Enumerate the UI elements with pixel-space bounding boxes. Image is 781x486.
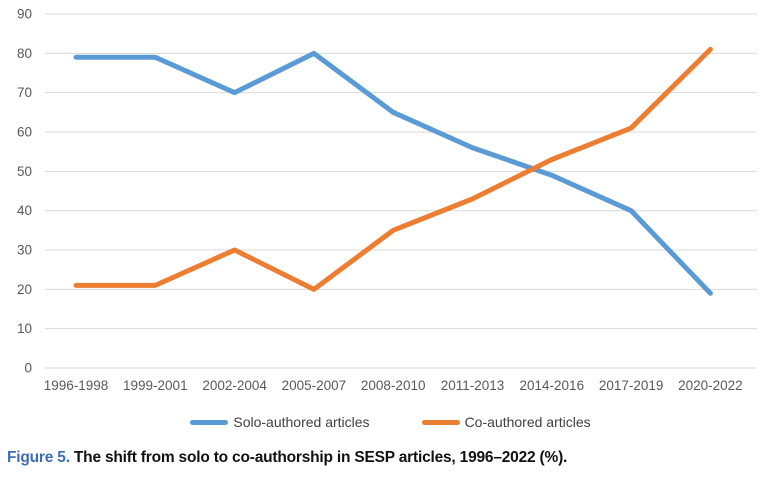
x-tick-label: 2011-2013 [441,378,505,393]
co-authored-line [73,46,713,292]
y-tick-label: 50 [17,164,32,179]
x-tick-label: 1999-2001 [123,378,188,393]
co-line-swatch-icon [421,419,460,425]
y-tick-label: 90 [17,7,32,22]
x-tick-label: 2008-2010 [361,378,426,393]
x-tick-label: 2014-2016 [520,378,585,393]
figure-caption-number: Figure 5. [7,449,70,466]
y-tick-label: 70 [17,85,32,100]
chart-legend: Solo-authored articles Co-authored artic… [0,414,781,430]
x-tick-label: 2002-2004 [202,378,267,393]
legend-item-solo: Solo-authored articles [190,414,370,430]
figure-caption: Figure 5. The shift from solo to co-auth… [7,449,777,467]
y-tick-label: 60 [17,125,32,140]
line-chart: 0 10 20 30 40 50 60 70 80 90 1996-1998 1999-2001 200… [17,7,757,393]
y-tick-label: 30 [17,243,32,258]
x-tick-label: 1996-1998 [44,378,109,393]
legend-label-co: Co-authored articles [464,414,591,430]
y-tick-label: 0 [24,361,32,376]
x-tick-label: 2020-2022 [678,378,743,393]
y-tick-label: 20 [17,282,32,297]
y-tick-label: 40 [17,203,32,218]
solo-authored-line [73,50,713,296]
y-tick-label: 10 [17,321,32,336]
legend-item-co: Co-authored articles [421,414,591,430]
x-tick-label: 2017-2019 [599,378,664,393]
solo-line-swatch-icon [190,419,229,425]
legend-label-solo: Solo-authored articles [233,414,370,430]
x-tick-label: 2005-2007 [282,378,347,393]
figure-caption-text: The shift from solo to co-authorship in … [69,449,568,466]
y-tick-label: 80 [17,46,32,61]
